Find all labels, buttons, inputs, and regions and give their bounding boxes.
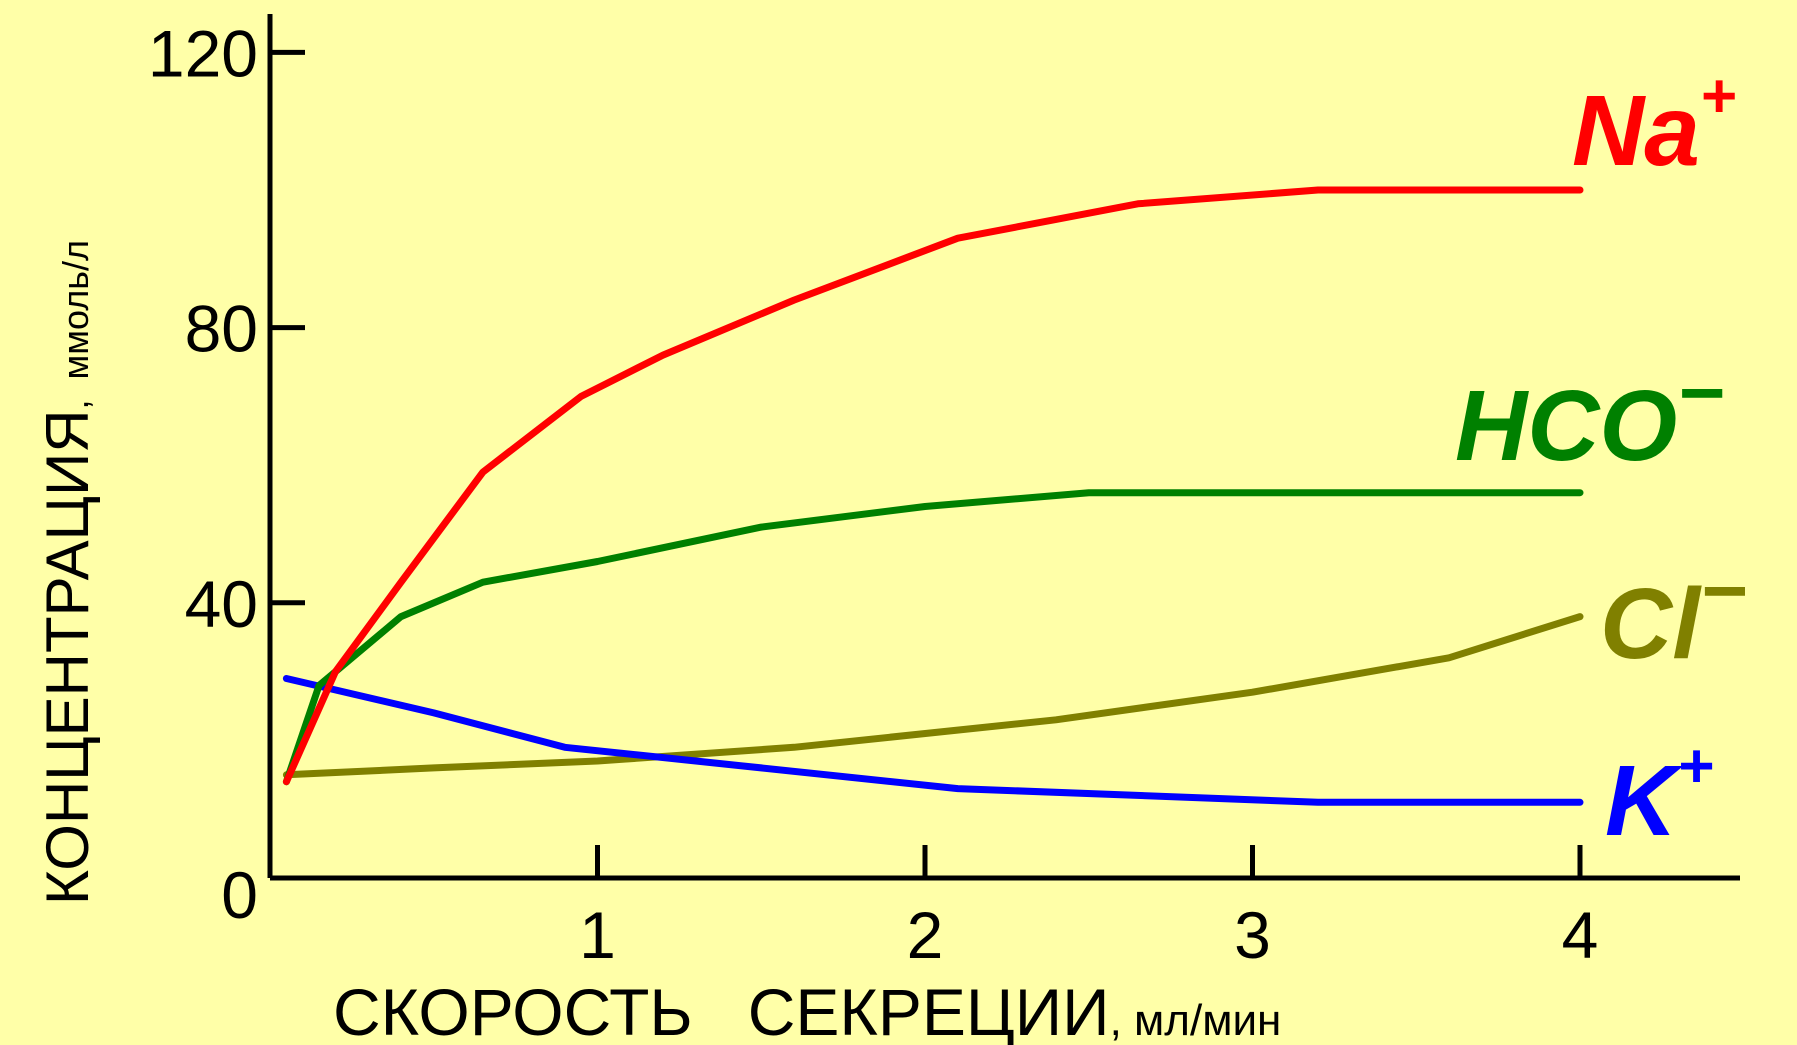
series-label-name: K: [1605, 745, 1684, 857]
y-tick-label: 120: [148, 16, 258, 90]
series-label-charge: +: [1677, 732, 1713, 801]
series-label-charge: −: [1700, 546, 1747, 635]
series-label-na: Na+: [1572, 62, 1736, 187]
series-label-name: Na: [1572, 75, 1700, 187]
y-tick-label: 40: [185, 567, 258, 641]
y-axis-title: КОНЦЕНТРАЦИЯ, ммоль/л: [34, 240, 101, 905]
series-lines: [282, 186, 1584, 806]
series-line-hco: [282, 489, 1584, 786]
series-line-cl: [282, 613, 1584, 779]
x-axis-title-unit: , мл/мин: [1110, 996, 1282, 1045]
series-label-name: HCO: [1455, 370, 1677, 482]
series-label-hco: HCO−: [1455, 348, 1724, 482]
x-axis-title: СКОРОСТЬ СЕКРЕЦИИ, мл/мин: [333, 975, 1281, 1045]
x-tick-label: 1: [579, 898, 616, 972]
y-axis-title-unit: , ммоль/л: [55, 240, 96, 410]
axes: [267, 14, 1740, 881]
x-axis-title-main: СКОРОСТЬ СЕКРЕЦИИ: [333, 975, 1110, 1045]
x-tick-label: 3: [1234, 898, 1271, 972]
series-label-cl: Cl−: [1600, 546, 1747, 680]
x-tick-label: 4: [1562, 898, 1599, 972]
series-line-na: [282, 186, 1584, 786]
y-axis-title-main: КОНЦЕНТРАЦИЯ: [34, 409, 101, 905]
series-labels: Na+HCO−Cl−K+: [1455, 62, 1747, 857]
y-tick-label: 0: [221, 858, 258, 932]
y-tick-label: 80: [185, 292, 258, 366]
series-label-charge: +: [1700, 62, 1736, 131]
x-tick-label: 2: [907, 898, 944, 972]
series-label-k: K+: [1605, 732, 1713, 857]
series-label-name: Cl: [1600, 568, 1702, 680]
series-label-charge: −: [1677, 348, 1724, 437]
series-line-k: [282, 675, 1584, 806]
ticks: 0 40 80 120 1 2 3 4: [148, 16, 1598, 972]
